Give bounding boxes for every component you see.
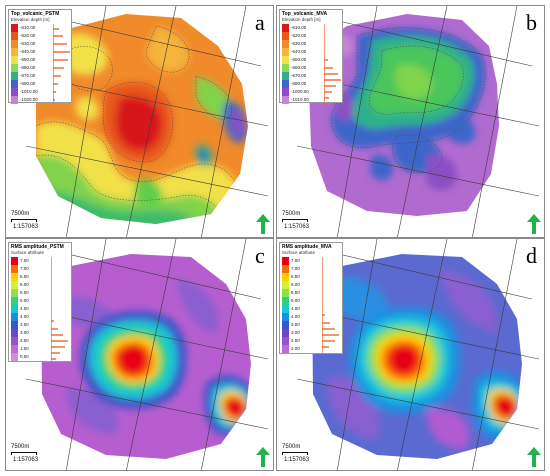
north-arrow-icon bbox=[527, 214, 541, 234]
legend-histogram bbox=[51, 257, 68, 361]
amplitude-map-d bbox=[296, 239, 540, 470]
legend-colorbar bbox=[11, 257, 18, 361]
legend-histogram bbox=[324, 24, 341, 104]
legend-title: RMS amplitude_PSTM bbox=[11, 244, 64, 250]
legend-value: 2.50 bbox=[20, 338, 29, 343]
legend-value: 4.00 bbox=[291, 314, 300, 319]
legend-unit: Elevation depth [m] bbox=[282, 17, 321, 22]
panel-letter: b bbox=[526, 10, 537, 35]
map-panel-b: b Top_volcanic_MVA Elevation depth [m] -… bbox=[276, 5, 545, 238]
scale-ratio: 1:157063 bbox=[284, 457, 310, 463]
north-arrow-icon bbox=[527, 447, 541, 467]
legend-value: 5.00 bbox=[291, 298, 300, 303]
legend-unit: Elevation depth [m] bbox=[11, 17, 50, 22]
legend-value: -630.00 bbox=[291, 41, 307, 46]
north-arrow-icon bbox=[256, 214, 270, 234]
legend-value: 6.50 bbox=[291, 274, 300, 279]
scale-ratio: 1:157063 bbox=[13, 224, 39, 230]
legend-value: 5.50 bbox=[20, 290, 29, 295]
scale-bar: 7500m bbox=[11, 444, 37, 455]
legend-title: RMS amplitude_MVA bbox=[282, 244, 332, 250]
legend-colorbar bbox=[282, 257, 289, 353]
legend-colorbar bbox=[282, 24, 289, 104]
legend-value: 3.00 bbox=[20, 330, 29, 335]
legend-value: 3.50 bbox=[20, 322, 29, 327]
legend-value: -630.00 bbox=[20, 41, 36, 46]
legend-value: -650.00 bbox=[20, 57, 36, 62]
legend-value: 7.50 bbox=[20, 258, 29, 263]
legend-value: 3.00 bbox=[291, 330, 300, 335]
scale-bar: 7500m bbox=[11, 211, 37, 222]
legend-value: -620.00 bbox=[20, 33, 36, 38]
legend-value: 6.00 bbox=[20, 282, 29, 287]
legend-value: 5.00 bbox=[20, 298, 29, 303]
legend-value: -640.00 bbox=[291, 49, 307, 54]
legend-value: 6.50 bbox=[20, 274, 29, 279]
legend-value: 7.00 bbox=[291, 266, 300, 271]
scale-label: 7500m bbox=[11, 444, 30, 450]
legend-value: -1010.00 bbox=[291, 97, 309, 102]
scale-label: 7500m bbox=[282, 211, 301, 217]
legend-value: -680.00 bbox=[20, 81, 36, 86]
map-panel-a: a Top_volcanic_PSTM Elevation depth [m] … bbox=[5, 5, 274, 238]
panel-letter: c bbox=[255, 243, 265, 268]
scale-label: 7500m bbox=[11, 211, 30, 217]
legend-value: 3.50 bbox=[291, 322, 300, 327]
legend-value: 4.00 bbox=[20, 314, 29, 319]
legend: Top_volcanic_MVA Elevation depth [m] -61… bbox=[279, 9, 343, 104]
legend-value: -680.00 bbox=[291, 81, 307, 86]
legend-value: -670.00 bbox=[291, 73, 307, 78]
legend-value: 2.00 bbox=[291, 346, 300, 351]
legend-value: -650.00 bbox=[291, 57, 307, 62]
scale-ratio: 1:157063 bbox=[284, 224, 310, 230]
scale-label: 7500m bbox=[282, 444, 301, 450]
legend-value: 6.00 bbox=[291, 282, 300, 287]
legend-value: 5.50 bbox=[291, 290, 300, 295]
panel-letter: d bbox=[526, 243, 537, 268]
legend-title: Top_volcanic_MVA bbox=[282, 11, 328, 17]
legend-value: -670.00 bbox=[20, 73, 36, 78]
legend-value: 1.50 bbox=[20, 346, 29, 351]
scale-bar: 7500m bbox=[282, 211, 308, 222]
legend-value: -640.00 bbox=[20, 49, 36, 54]
depth-map-a bbox=[25, 6, 269, 237]
scale-ratio: 1:157063 bbox=[13, 457, 39, 463]
legend-value: -660.00 bbox=[20, 65, 36, 70]
legend-value: -620.00 bbox=[291, 33, 307, 38]
map-panel-d: d RMS amplitude_MVA Surface attribute 7.… bbox=[276, 238, 545, 471]
legend-value: -1020.00 bbox=[20, 97, 38, 102]
legend: RMS amplitude_PSTM Surface attribute 7.5… bbox=[8, 242, 72, 362]
amplitude-map-c bbox=[25, 239, 269, 470]
legend-title: Top_volcanic_PSTM bbox=[11, 11, 60, 17]
map-panel-c: c RMS amplitude_PSTM Surface attribute 7… bbox=[5, 238, 274, 471]
legend-histogram bbox=[53, 24, 70, 104]
legend-value: -1010.00 bbox=[20, 89, 38, 94]
legend-value: 7.00 bbox=[20, 266, 29, 271]
north-arrow-icon bbox=[256, 447, 270, 467]
legend-value: 7.50 bbox=[291, 258, 300, 263]
legend: Top_volcanic_PSTM Elevation depth [m] -6… bbox=[8, 9, 72, 104]
panel-letter: a bbox=[255, 10, 265, 35]
legend-value: -660.00 bbox=[291, 65, 307, 70]
legend-value: -1000.00 bbox=[291, 89, 309, 94]
legend-value: 2.50 bbox=[291, 338, 300, 343]
legend: RMS amplitude_MVA Surface attribute 7.50… bbox=[279, 242, 343, 354]
legend-value: -610.00 bbox=[20, 25, 36, 30]
depth-map-b bbox=[296, 6, 540, 237]
legend-unit: Surface attribute bbox=[282, 250, 316, 255]
legend-colorbar bbox=[11, 24, 18, 104]
legend-value: 4.50 bbox=[20, 306, 29, 311]
legend-value: 0.50 bbox=[20, 354, 29, 359]
legend-value: 4.50 bbox=[291, 306, 300, 311]
legend-unit: Surface attribute bbox=[11, 250, 45, 255]
legend-value: -610.00 bbox=[291, 25, 307, 30]
legend-histogram bbox=[322, 257, 339, 353]
scale-bar: 7500m bbox=[282, 444, 308, 455]
